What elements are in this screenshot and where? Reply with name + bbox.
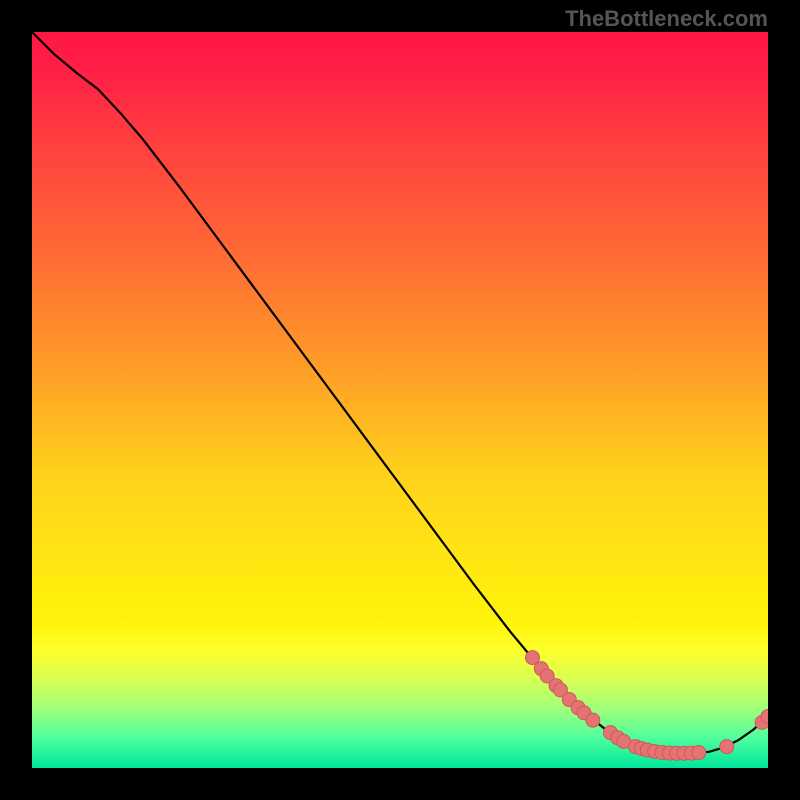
plot-area (32, 32, 768, 768)
data-marker (586, 713, 600, 727)
watermark-text: TheBottleneck.com (565, 6, 768, 32)
data-marker (720, 740, 734, 754)
chart-overlay (32, 32, 768, 768)
data-marker (692, 746, 706, 760)
bottleneck-curve (32, 32, 768, 753)
